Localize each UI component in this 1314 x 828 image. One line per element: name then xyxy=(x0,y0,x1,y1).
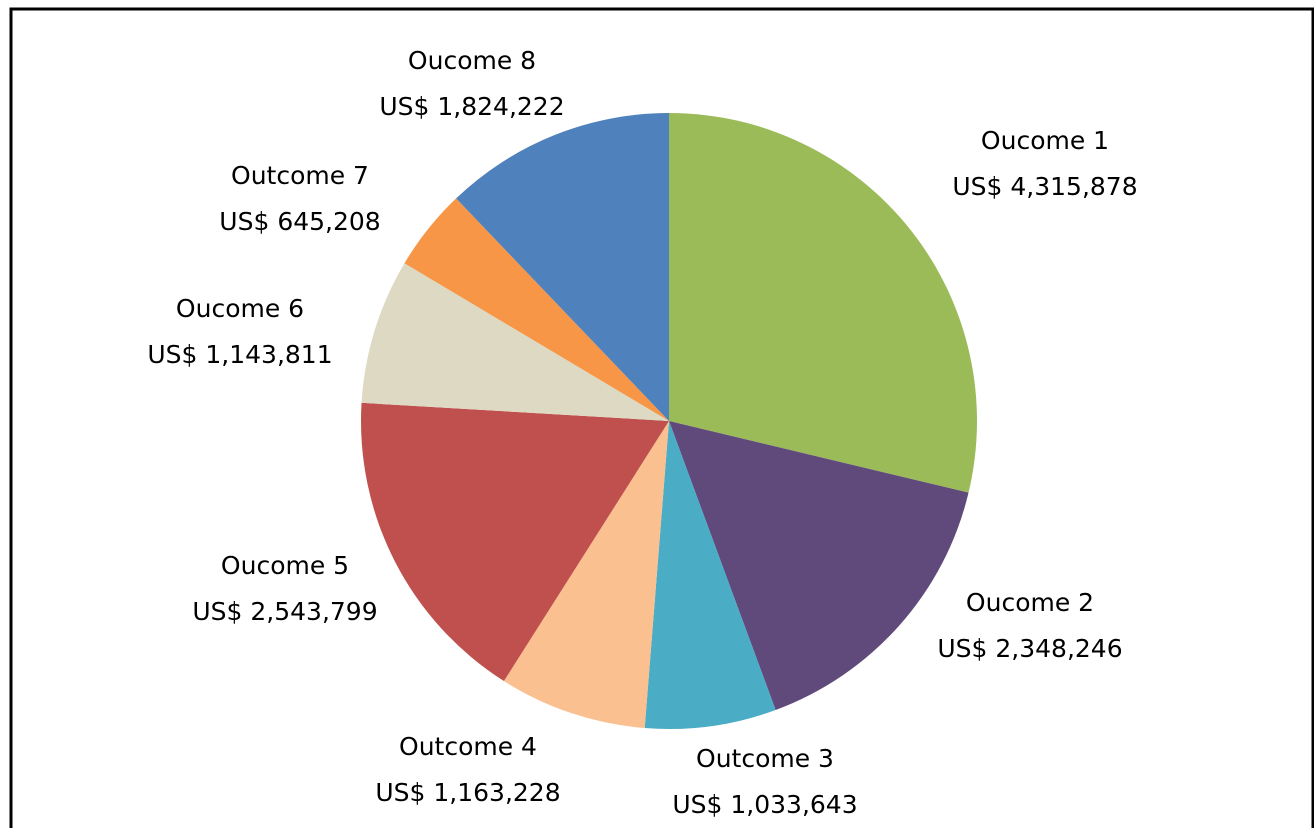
pie-slice xyxy=(404,198,669,421)
slice-value-label: US$ 1,143,811 xyxy=(147,340,332,369)
slice-value-label: US$ 2,348,246 xyxy=(937,634,1122,663)
slice-label: Outcome 7 xyxy=(231,161,369,190)
slice-label: Outcome 4 xyxy=(399,732,537,761)
slice-value-label: US$ 645,208 xyxy=(219,207,380,236)
pie-slice xyxy=(361,263,669,421)
slice-value-label: US$ 1,824,222 xyxy=(379,92,564,121)
pie-slice xyxy=(456,113,669,421)
slice-label: Outcome 3 xyxy=(696,744,834,773)
slice-value-label: US$ 4,315,878 xyxy=(952,172,1137,201)
pie-slice xyxy=(669,421,969,710)
pie-slice xyxy=(644,421,776,729)
slice-label: Oucome 5 xyxy=(221,551,349,580)
slice-value-label: US$ 1,033,643 xyxy=(672,790,857,819)
slice-value-label: US$ 1,163,228 xyxy=(375,778,560,807)
pie-slice xyxy=(669,113,977,493)
slice-label: Oucome 8 xyxy=(408,46,536,75)
slice-label: Oucome 1 xyxy=(981,126,1109,155)
slice-label: Oucome 2 xyxy=(966,588,1094,617)
pie-slice xyxy=(361,402,669,682)
slice-label: Oucome 6 xyxy=(176,294,304,323)
slice-value-label: US$ 2,543,799 xyxy=(192,597,377,626)
pie-slice xyxy=(503,421,669,729)
